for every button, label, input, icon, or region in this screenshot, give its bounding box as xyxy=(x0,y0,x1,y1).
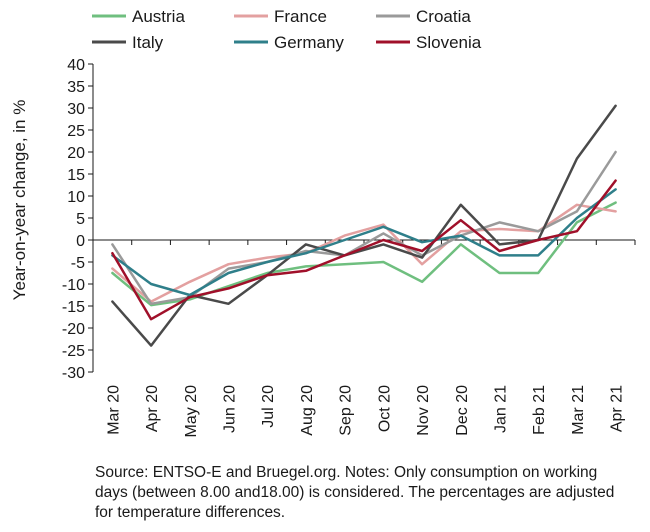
y-tick-label: 20 xyxy=(67,145,85,162)
x-tick-label: Jul 20 xyxy=(260,385,277,428)
x-tick-label: Sep 20 xyxy=(338,385,355,436)
y-tick-label: -5 xyxy=(71,255,85,272)
y-tick-label: -15 xyxy=(62,299,85,316)
x-tick-label: Dec 20 xyxy=(454,385,471,436)
series-line-slovenia xyxy=(111,179,617,321)
legend-label-germany: Germany xyxy=(274,33,344,52)
series-line-croatia xyxy=(111,150,617,306)
x-tick-label: Oct 20 xyxy=(376,385,393,432)
y-tick-label: 10 xyxy=(67,189,85,206)
y-tick-label: -30 xyxy=(62,365,85,382)
source-note: Source: ENTSO-E and Bruegel.org. Notes: … xyxy=(95,464,615,521)
x-tick-label: Jan 21 xyxy=(493,385,510,433)
y-axis: 40 35 30 25 20 15 10 5 0 -5 -10 -15 -20 -25 -30 xyxy=(62,57,94,382)
x-tick-label: Nov 20 xyxy=(415,385,432,436)
x-tick-label: Apr 21 xyxy=(609,385,626,432)
y-tick-label: 15 xyxy=(67,167,85,184)
x-axis: Mar 20 Apr 20 May 20 Jun 20 Jul 20 Aug 20 Sep … xyxy=(92,239,636,438)
series-line-germany xyxy=(111,188,617,297)
legend-label-france: France xyxy=(274,7,327,26)
y-tick-label: 35 xyxy=(67,79,85,96)
y-tick-label: -20 xyxy=(62,321,85,338)
y-tick-label: 40 xyxy=(67,57,85,74)
y-tick-label: 25 xyxy=(67,123,85,140)
x-tick-label: May 20 xyxy=(183,385,200,438)
chart-legend: Austria France Croatia Italy Germany Slovenia xyxy=(92,7,482,52)
y-tick-label: -25 xyxy=(62,343,85,360)
x-tick-label: Mar 20 xyxy=(105,385,122,435)
legend-label-croatia: Croatia xyxy=(416,7,471,26)
y-tick-label: -10 xyxy=(62,277,85,294)
y-tick-label: 5 xyxy=(76,211,85,228)
y-tick-label: 30 xyxy=(67,101,85,118)
x-tick-label: Aug 20 xyxy=(299,385,316,436)
legend-label-italy: Italy xyxy=(132,33,164,52)
x-tick-label: Feb 21 xyxy=(531,385,548,435)
y-tick-label: 0 xyxy=(76,233,85,250)
x-tick-label: Jun 20 xyxy=(222,385,239,433)
series-line-italy xyxy=(111,104,617,347)
x-tick-label: Mar 21 xyxy=(570,385,587,435)
legend-label-slovenia: Slovenia xyxy=(416,33,482,52)
y-axis-label: Year-on-year change, in % xyxy=(10,100,29,301)
plot-area xyxy=(111,104,617,347)
x-tick-label: Apr 20 xyxy=(144,385,161,432)
line-chart: Austria France Croatia Italy Germany Slovenia… xyxy=(10,7,636,438)
legend-label-austria: Austria xyxy=(132,7,185,26)
